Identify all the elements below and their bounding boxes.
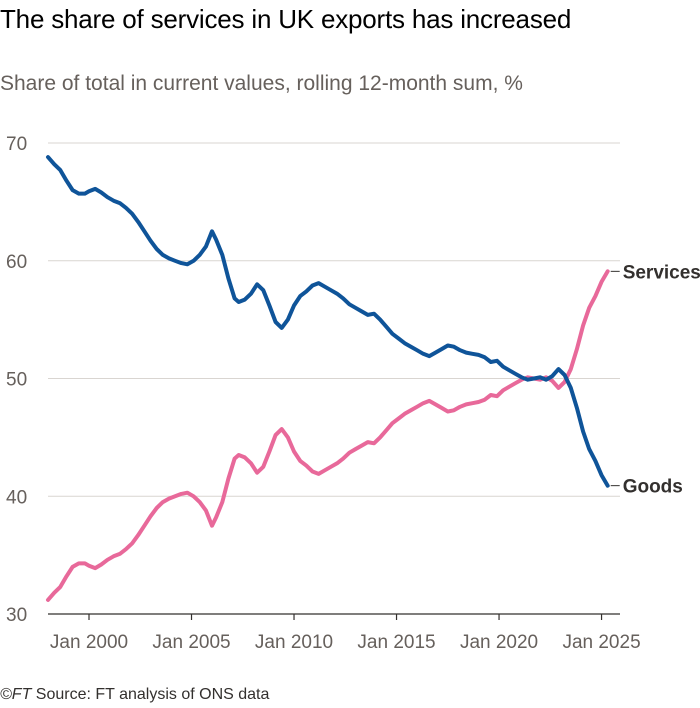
- x-tick-label: Jan 2020: [460, 632, 538, 653]
- chart-title: The share of services in UK exports has …: [0, 4, 572, 34]
- y-tick-label: 70: [6, 134, 27, 155]
- x-tick-label: Jan 2005: [152, 632, 230, 653]
- chart-subtitle: Share of total in current values, rollin…: [0, 72, 523, 95]
- source-text: Source: FT analysis of ONS data: [31, 686, 270, 703]
- y-tick-label: 50: [6, 370, 27, 391]
- series-label-services: Services: [623, 262, 700, 283]
- series-line-services: [46, 269, 610, 602]
- series-line-goods: [46, 155, 610, 488]
- x-tick-label: Jan 2015: [357, 632, 435, 653]
- x-axis: Jan 2000 Jan 2005 Jan 2010 Jan 2015 Jan 2020…: [48, 613, 641, 653]
- gridlines: [48, 142, 620, 497]
- x-tick-label: Jan 2000: [50, 632, 128, 653]
- x-tick-label: Jan 2010: [255, 632, 333, 653]
- series-lines: [46, 155, 610, 602]
- source-note: ©FT Source: FT analysis of ONS data: [0, 686, 269, 704]
- x-tick-label: Jan 2025: [562, 632, 640, 653]
- series-label-goods: Goods: [623, 477, 683, 498]
- y-tick-label: 60: [6, 252, 27, 273]
- y-tick-label: 30: [6, 605, 27, 626]
- series-labels: Services Goods: [610, 262, 700, 498]
- ft-copyright: ©FT: [0, 686, 32, 703]
- y-tick-label: 40: [6, 487, 27, 508]
- y-axis: 30 40 50 60 70: [6, 134, 27, 626]
